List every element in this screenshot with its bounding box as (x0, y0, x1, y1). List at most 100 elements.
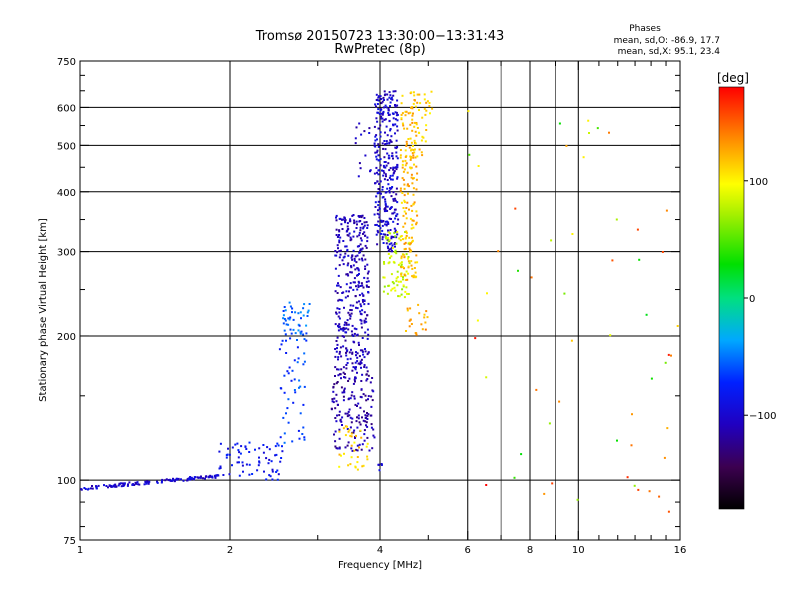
data-point (360, 388, 363, 391)
data-point (406, 292, 408, 295)
data-point (341, 299, 344, 302)
data-point (144, 481, 147, 484)
data-point (387, 114, 390, 116)
data-point (401, 163, 404, 166)
data-point (384, 173, 387, 176)
data-point (396, 157, 399, 160)
data-point (415, 123, 418, 126)
data-point (350, 444, 353, 447)
data-point (349, 416, 352, 419)
data-point (334, 366, 337, 369)
data-point (396, 231, 399, 233)
data-point (353, 395, 356, 398)
data-point (356, 456, 359, 458)
data-point (357, 215, 360, 217)
data-point (551, 482, 554, 485)
data-point (302, 426, 305, 429)
data-point (287, 398, 290, 401)
data-point (563, 292, 566, 295)
data-point (397, 263, 400, 266)
data-point (392, 117, 395, 120)
data-point (335, 219, 338, 222)
data-point (143, 483, 146, 486)
data-point (337, 299, 340, 302)
data-point (409, 318, 412, 321)
data-point (362, 226, 365, 229)
data-point (305, 339, 308, 342)
data-point (530, 276, 533, 279)
data-point (342, 218, 344, 221)
data-point (390, 187, 393, 190)
data-point (258, 456, 260, 459)
data-point (349, 236, 352, 239)
data-point (385, 205, 388, 208)
data-point (386, 292, 389, 295)
data-point (340, 368, 343, 371)
data-point (393, 211, 396, 214)
data-point (387, 223, 390, 225)
data-point (390, 237, 393, 240)
data-point (359, 395, 362, 398)
data-point (402, 124, 405, 127)
data-point (334, 348, 337, 350)
data-point (428, 105, 431, 108)
data-point (409, 123, 412, 126)
data-point (362, 227, 365, 230)
data-point (338, 447, 341, 450)
data-point (401, 112, 404, 115)
chart-subtitle: RwPretec (8p) (334, 42, 425, 57)
chart-title: Tromsø 20150723 13:30:00−13:31:43 (255, 29, 505, 44)
data-point (417, 303, 420, 306)
data-point (336, 307, 339, 310)
data-point (376, 98, 379, 101)
data-point (410, 204, 413, 207)
data-point (353, 259, 356, 262)
data-point (288, 318, 291, 321)
data-point (415, 223, 418, 226)
data-point (194, 476, 197, 479)
data-point (410, 141, 413, 144)
data-point (384, 191, 387, 194)
data-point (357, 274, 359, 276)
data-point (390, 289, 393, 292)
data-point (277, 473, 280, 476)
data-point (390, 195, 393, 198)
data-point (353, 230, 356, 233)
data-point (277, 444, 280, 447)
data-point (411, 240, 414, 243)
data-point (405, 230, 408, 233)
data-point (400, 261, 403, 264)
data-point (367, 291, 370, 293)
data-point (396, 166, 399, 169)
data-point (411, 152, 414, 155)
data-point (365, 221, 368, 224)
data-point (548, 422, 551, 425)
data-point (497, 250, 500, 253)
data-point (359, 363, 362, 366)
data-point (347, 254, 350, 257)
data-point (396, 125, 399, 128)
data-point (414, 99, 416, 102)
data-point (219, 467, 222, 469)
data-point (394, 229, 397, 232)
data-point (374, 139, 377, 142)
data-point (425, 310, 428, 313)
data-point (388, 119, 391, 122)
data-point (95, 487, 98, 490)
data-point (383, 161, 386, 163)
data-point (336, 447, 339, 450)
data-point (412, 102, 415, 105)
data-point (399, 154, 402, 157)
data-point (402, 276, 404, 279)
data-point (286, 370, 289, 373)
data-point (335, 234, 338, 236)
data-point (405, 217, 408, 220)
data-point (348, 408, 351, 411)
data-point (335, 340, 338, 342)
data-point (357, 175, 360, 178)
data-point (375, 233, 378, 236)
data-point (638, 258, 641, 261)
data-point (385, 106, 388, 109)
data-point (360, 216, 363, 219)
data-point (80, 488, 83, 491)
